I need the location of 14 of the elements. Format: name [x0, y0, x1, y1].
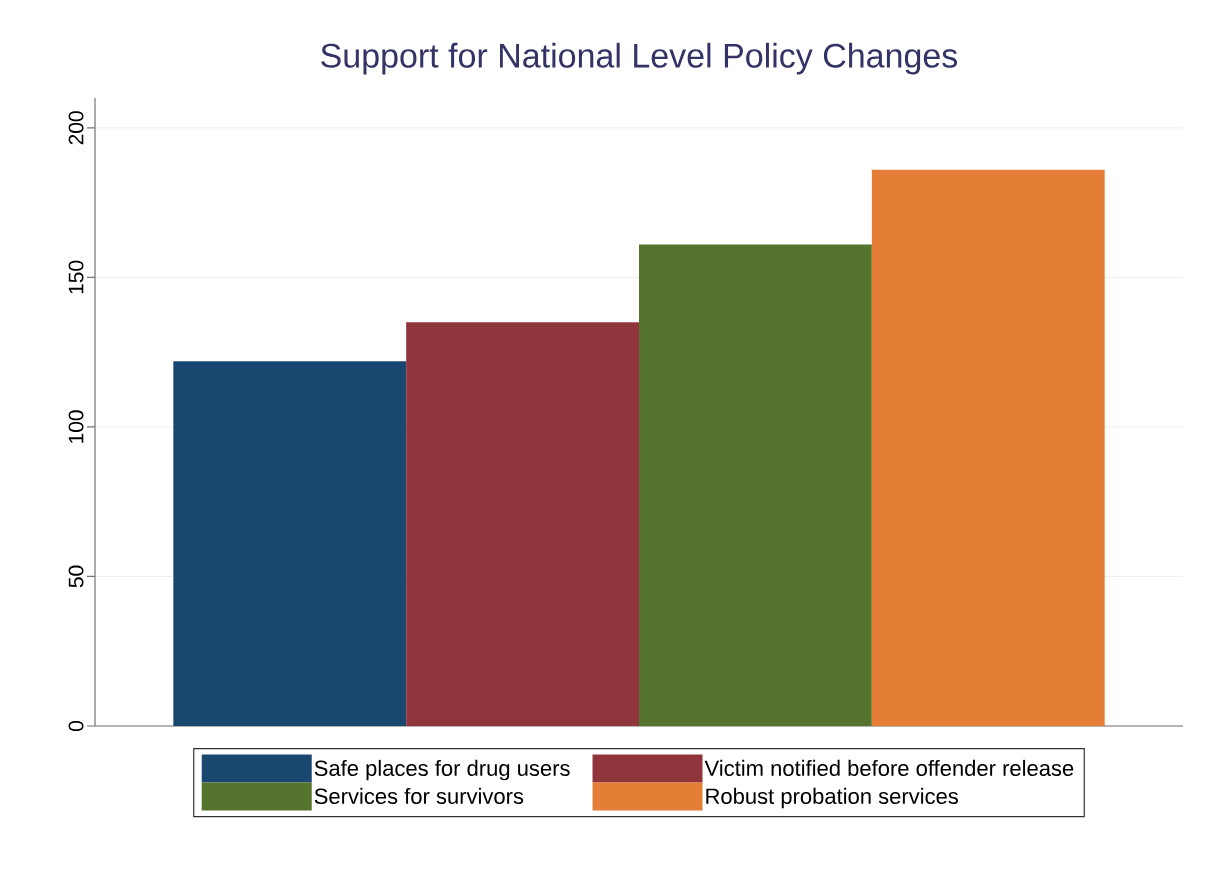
chart-title: Support for National Level Policy Changes	[321, 42, 958, 75]
y-tick-label: 50	[68, 565, 84, 588]
y-tick-label: 100	[68, 410, 84, 443]
bar	[173, 361, 407, 726]
bar	[406, 322, 639, 726]
legend-label: Victim notified before offender release	[704, 759, 1074, 777]
legend-label: Services for survivors	[314, 787, 524, 805]
legend-label: Robust probation services	[706, 787, 959, 809]
y-tick-label: 0	[68, 720, 84, 732]
legend-label: Safe places for drug users	[314, 759, 570, 781]
y-tick-label: 200	[68, 111, 84, 145]
bar	[639, 244, 872, 726]
y-tick-label: 150	[68, 260, 84, 294]
bar	[871, 169, 1105, 726]
